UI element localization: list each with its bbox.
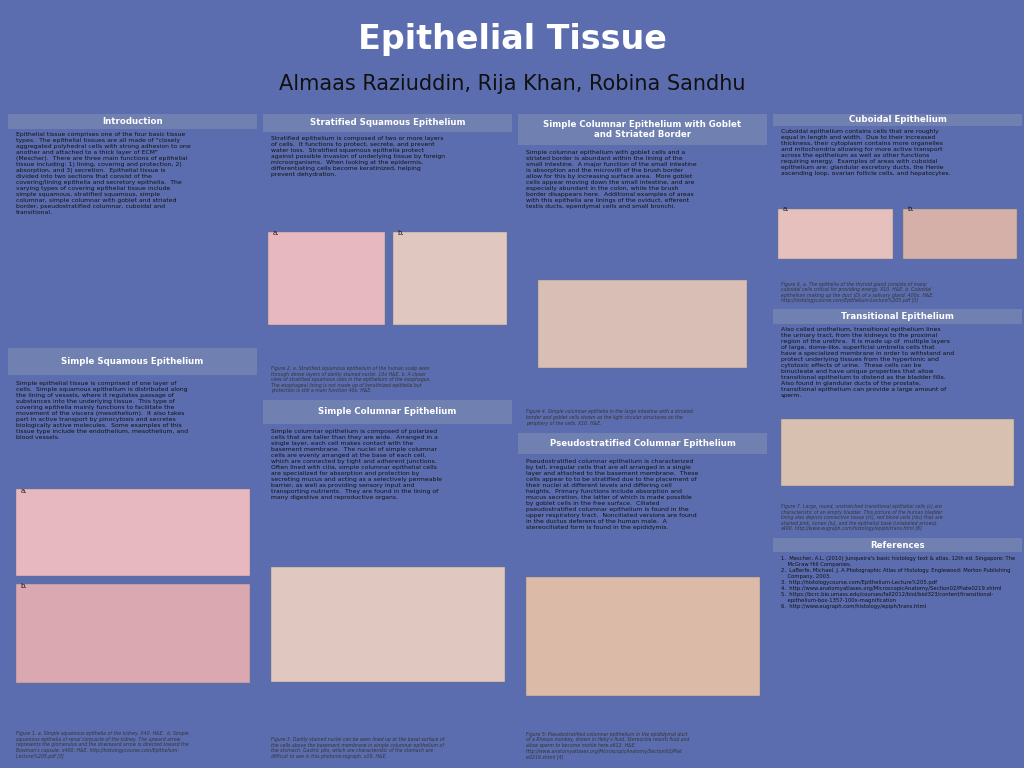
Text: b.: b.: [20, 583, 28, 589]
Text: Figure 5: Pseudostratified columnar epithelium in the epididymal duct
of a Rhesu: Figure 5: Pseudostratified columnar epit…: [525, 732, 689, 760]
Text: References: References: [870, 541, 925, 550]
Text: Simple Columnar Epithelium with Goblet
and Striated Border: Simple Columnar Epithelium with Goblet a…: [544, 120, 741, 139]
Bar: [773, 538, 1022, 552]
Text: Figure 7. Large, round, unstretched transitional epithelial cells (c) are
charac: Figure 7. Large, round, unstretched tran…: [780, 504, 942, 531]
Text: Simple columnar epithelium is composed of polarized
cells that are taller than t: Simple columnar epithelium is composed o…: [270, 429, 441, 500]
Text: Simple columnar epithelium with goblet cells and a
striated border is abundant w: Simple columnar epithelium with goblet c…: [525, 150, 696, 209]
Text: 1.  Mescher, A.L. (2010) Junqueira's basic histology text & atlas. 12th ed. Sing: 1. Mescher, A.L. (2010) Junqueira's basi…: [780, 556, 1015, 609]
Text: Epithelial tissue comprises one of the four basic tissue
types.  The epithelial : Epithelial tissue comprises one of the f…: [15, 132, 190, 215]
Text: Also called urothelium, transitional epithelium lines
the urinary tract, from th: Also called urothelium, transitional epi…: [780, 327, 953, 399]
Bar: [270, 567, 505, 682]
Bar: [525, 578, 760, 696]
Text: Cuboidal epithelium contains cells that are roughly
equal in length and width.  : Cuboidal epithelium contains cells that …: [780, 129, 950, 176]
Text: a.: a.: [273, 230, 280, 236]
Text: Figure 4. Simple columnar epithelia in the large intestine with a striated
borde: Figure 4. Simple columnar epithelia in t…: [525, 409, 692, 425]
Bar: [518, 432, 767, 454]
Text: Cuboidal Epithelium: Cuboidal Epithelium: [849, 115, 946, 124]
Bar: [773, 114, 1022, 126]
Text: a.: a.: [783, 206, 790, 212]
Text: Stratified epithelium is composed of two or more layers
of cells.  It functions : Stratified epithelium is composed of two…: [270, 136, 444, 177]
Text: Simple epithelial tissue is comprised of one layer of
cells.  Simple squamous ep: Simple epithelial tissue is comprised of…: [15, 382, 187, 441]
Text: Figure 6. a. The epithelia of the thyroid gland consists of many
cuboidal cells : Figure 6. a. The epithelia of the thyroi…: [780, 282, 934, 303]
Text: b.: b.: [907, 206, 914, 212]
Bar: [392, 232, 507, 325]
Text: Simple Squamous Epithelium: Simple Squamous Epithelium: [61, 357, 204, 366]
Bar: [902, 209, 1017, 259]
Bar: [773, 310, 1022, 324]
Text: Almaas Raziuddin, Rija Khan, Robina Sandhu: Almaas Raziuddin, Rija Khan, Robina Sand…: [279, 74, 745, 94]
Text: b.: b.: [397, 230, 404, 236]
Text: Epithelial Tissue: Epithelial Tissue: [357, 23, 667, 56]
Text: Figure 2. a. Stratified squamous epithelium of the human scalp seen
through dens: Figure 2. a. Stratified squamous epithel…: [270, 366, 430, 393]
Text: Simple Columnar Epithelium: Simple Columnar Epithelium: [318, 408, 457, 416]
Bar: [15, 584, 250, 684]
Bar: [538, 280, 748, 369]
Text: Transitional Epithelium: Transitional Epithelium: [841, 313, 954, 321]
Text: Pseudostratified columnar epithelium is characterized
by tall, irregular cells t: Pseudostratified columnar epithelium is …: [525, 459, 698, 530]
Bar: [8, 114, 257, 128]
Bar: [518, 114, 767, 145]
Text: Figure 3. Darkly stained nuclei can be seen lined up at the basal surface of
the: Figure 3. Darkly stained nuclei can be s…: [270, 737, 444, 759]
Text: Figure 1. a. Simple squamous epithelia of the kidney. X40. H&E.  b. Simple
squam: Figure 1. a. Simple squamous epithelia o…: [15, 731, 188, 759]
Text: Introduction: Introduction: [102, 117, 163, 126]
Text: Pseudostratified Columnar Epithelium: Pseudostratified Columnar Epithelium: [550, 439, 735, 448]
Bar: [268, 232, 385, 325]
Bar: [15, 489, 250, 576]
Bar: [8, 349, 257, 376]
Text: a.: a.: [20, 488, 27, 494]
Bar: [778, 209, 893, 259]
Bar: [780, 419, 1015, 486]
Bar: [263, 400, 512, 424]
Text: Stratified Squamous Epithelium: Stratified Squamous Epithelium: [310, 118, 465, 127]
Bar: [263, 114, 512, 132]
